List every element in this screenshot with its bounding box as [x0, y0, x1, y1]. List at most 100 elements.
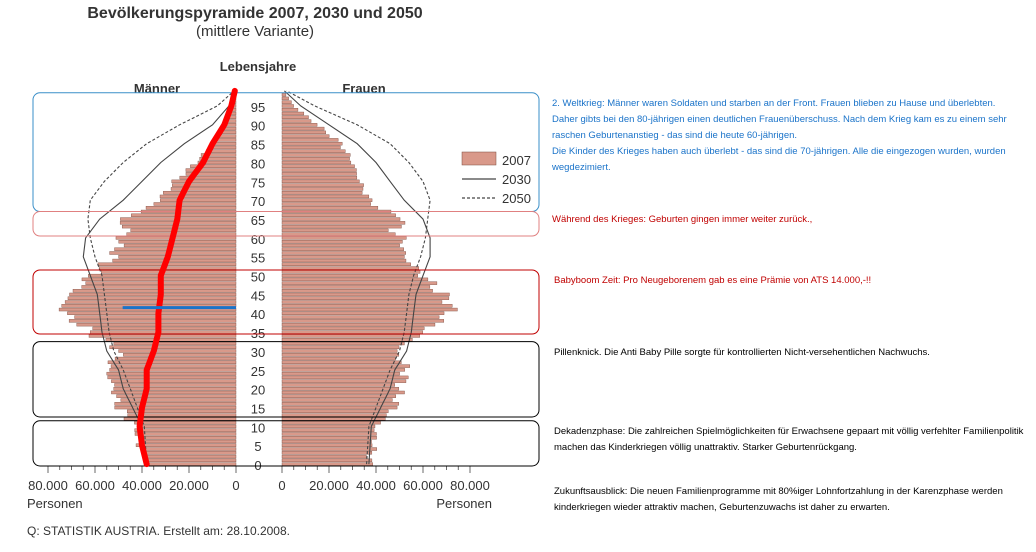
annotation-line: machen das Kinderkriegen völlig unattrak…: [554, 442, 857, 453]
x-tick-label-left: 40.000: [122, 478, 162, 493]
bar-men: [153, 202, 237, 206]
bar-men: [131, 213, 237, 217]
bar-women: [281, 138, 339, 142]
bar-men: [159, 194, 237, 199]
line-2030-men: [82, 90, 236, 465]
bar-women: [281, 379, 407, 383]
bar-women: [281, 236, 407, 240]
bar-men: [120, 398, 237, 402]
line-2050-women: [286, 90, 431, 465]
x-tick-label-left: 80.000: [28, 478, 68, 493]
bar-men: [197, 160, 237, 165]
bar-women: [281, 289, 433, 293]
bar-women: [281, 368, 405, 372]
bar-men: [114, 402, 237, 406]
bar-women: [281, 262, 411, 266]
highlight-box: [32, 341, 540, 418]
highlight-box: [32, 420, 540, 467]
bar-men: [142, 424, 237, 429]
x-tick-label-left: 0: [232, 478, 239, 493]
age-tick-label: 65: [251, 213, 265, 228]
bar-women: [281, 164, 355, 168]
highlight-box: [32, 211, 540, 237]
bar-men: [107, 375, 237, 380]
bar-women: [281, 157, 350, 161]
bar-women: [281, 413, 387, 417]
annotation-line: Zukunftsausblick: Die neuen Familienprog…: [554, 486, 1003, 497]
bar-women: [281, 330, 423, 334]
bar-women: [281, 326, 425, 331]
bar-women: [281, 198, 373, 202]
bar-women: [281, 247, 404, 251]
bar-women: [281, 420, 381, 425]
bar-women: [281, 213, 396, 217]
bar-women: [281, 281, 438, 285]
bar-men: [123, 243, 237, 248]
men-bars: [58, 92, 237, 466]
bar-men: [98, 266, 237, 270]
bar-men: [200, 153, 237, 157]
chart-title: Bevölkerungspyramide 2007, 2030 und 2050: [87, 5, 422, 22]
red-trend-line: [136, 87, 238, 468]
y-axis-label: Lebensjahre: [220, 59, 297, 74]
annotation-krieg: Während des Krieges: Geburten gingen imm…: [552, 214, 813, 225]
age-tick-label: 30: [251, 345, 265, 360]
bar-women: [281, 371, 400, 376]
bar-men: [111, 379, 237, 383]
age-tick-label: 70: [251, 194, 265, 209]
bar-women: [281, 462, 373, 466]
women-label: Frauen: [342, 81, 385, 96]
legend-label: 2050: [502, 191, 531, 206]
bar-women: [281, 160, 352, 165]
bar-men: [67, 311, 237, 315]
bar-men: [88, 334, 237, 338]
bar-men: [74, 315, 237, 319]
bar-women: [281, 383, 395, 387]
bar-women: [281, 353, 400, 357]
bar-women: [281, 100, 292, 104]
bar-men: [121, 224, 237, 229]
bar-women: [281, 168, 357, 172]
bar-women: [281, 206, 379, 210]
age-tick-label: 80: [251, 156, 265, 171]
bar-women: [281, 451, 373, 455]
bar-men: [101, 270, 237, 274]
annotation-weltkrieg: 2. Weltkrieg: Männer waren Soldaten und …: [552, 96, 1028, 176]
bar-men: [199, 157, 237, 161]
bar-women: [281, 300, 443, 304]
bar-women: [281, 239, 403, 244]
bar-men: [109, 368, 237, 372]
age-tick-label: 40: [251, 307, 265, 322]
bar-men: [130, 228, 237, 233]
bar-men: [116, 394, 237, 398]
bar-men: [107, 360, 237, 365]
bar-women: [281, 428, 375, 432]
bar-women: [281, 111, 305, 116]
bar-men: [111, 390, 237, 395]
annotation-line: 2. Weltkrieg: Männer waren Soldaten und …: [552, 98, 996, 109]
bar-men: [145, 206, 237, 210]
bar-men: [68, 319, 237, 323]
x-tick-label-right: 40.000: [356, 478, 396, 493]
age-tick-label: 85: [251, 138, 265, 153]
bar-women: [281, 402, 400, 406]
trend-overlay: [122, 87, 238, 468]
bar-women: [281, 258, 407, 263]
bar-men: [143, 458, 237, 463]
bar-women: [281, 436, 377, 440]
legend: 2007 2030 2050: [461, 151, 531, 206]
bar-women: [281, 341, 405, 346]
bar-women: [281, 304, 453, 308]
bar-men: [113, 387, 237, 391]
bar-women: [281, 277, 429, 282]
bar-women: [281, 447, 377, 451]
bar-men: [112, 258, 237, 263]
bar-women: [281, 334, 420, 338]
bar-men: [140, 439, 237, 444]
bar-women: [281, 202, 371, 206]
bar-men: [118, 255, 237, 259]
bar-men: [163, 190, 237, 195]
bar-women: [281, 108, 299, 112]
bar-men: [64, 300, 237, 304]
bar-women: [281, 130, 326, 135]
